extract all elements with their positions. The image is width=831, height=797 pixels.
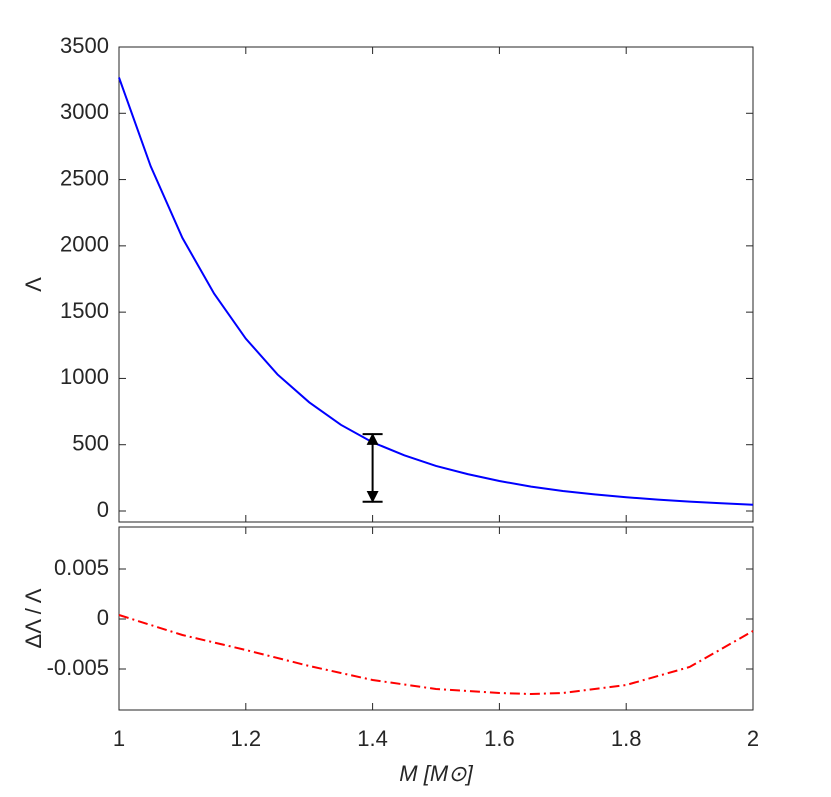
x-tick-label: 1.4 — [357, 726, 388, 751]
y-tick-label: 3000 — [60, 99, 109, 124]
x-tick-label: 1.6 — [484, 726, 515, 751]
y-tick-label: 1500 — [60, 298, 109, 323]
plot-frame — [118, 526, 754, 711]
y-tick-label: 0.005 — [54, 555, 109, 580]
y-tick-label: -0.005 — [47, 655, 109, 680]
plot-frame — [118, 46, 754, 523]
x-tick-label: 1.2 — [231, 726, 262, 751]
y-tick-label: 1000 — [60, 364, 109, 389]
y-axis-label: Λ — [21, 277, 46, 292]
y-axis-label: ΔΛ / Λ — [21, 588, 46, 648]
y-tick-label: 3500 — [60, 33, 109, 58]
x-tick-label: 1.8 — [611, 726, 642, 751]
x-tick-label: 2 — [747, 726, 759, 751]
y-tick-label: 0 — [97, 497, 109, 522]
x-axis-label: M [M⊙] — [399, 761, 473, 786]
data-line — [118, 614, 754, 696]
x-tick-label: 1 — [113, 726, 125, 751]
data-line — [118, 77, 754, 506]
y-tick-label: 0 — [97, 605, 109, 630]
y-tick-label: 2000 — [60, 232, 109, 257]
y-tick-label: 2500 — [60, 165, 109, 190]
y-tick-label: 500 — [72, 431, 109, 456]
